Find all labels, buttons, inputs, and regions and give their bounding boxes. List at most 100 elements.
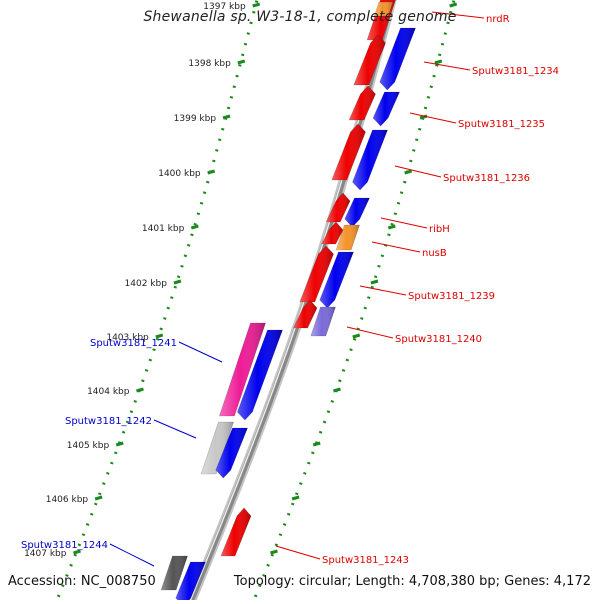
gene-sputw3181-1242-fwd[interactable] xyxy=(215,427,248,479)
gene-nrdR-rna-shading xyxy=(374,2,393,16)
gene-label-connector xyxy=(178,341,223,363)
gene-sputw3181-1235-rev[interactable] xyxy=(348,85,376,121)
gene-sputw3181-1236-shading xyxy=(352,130,388,190)
gene-ribH-rev-shading xyxy=(326,193,350,222)
gene-sputw3181-1234[interactable] xyxy=(379,27,416,91)
gene-ribH[interactable] xyxy=(344,197,370,228)
major-tick-mark xyxy=(73,549,81,555)
major-tick-mark xyxy=(237,59,246,65)
gene-label-sputw3181-1244[interactable]: Sputw3181_1244 xyxy=(21,540,108,551)
topology-text: Topology: circular; Length: 4,708,380 bp… xyxy=(233,574,591,589)
tick-label: 1403 kbp xyxy=(106,333,149,343)
gene-label-connector xyxy=(275,545,321,560)
gene-sputw3181-1244-shading xyxy=(161,556,188,590)
gene-label-ribh[interactable]: ribH xyxy=(429,224,450,235)
gene-sputw3181-1235-rev-shading xyxy=(349,86,376,120)
gene-sputw3181-1242-fwd-shading xyxy=(215,428,248,478)
major-tick-mark xyxy=(222,114,231,120)
gene-label-connector xyxy=(346,326,394,339)
gene-nusB[interactable] xyxy=(335,224,360,251)
outer-tick-mark xyxy=(404,169,413,175)
gene-label-connector xyxy=(394,165,442,178)
gene-label-sputw3181-1242[interactable]: Sputw3181_1242 xyxy=(65,416,152,427)
tick-label: 1399 kbp xyxy=(174,114,217,124)
gene-sputw3181-1243[interactable] xyxy=(220,507,252,557)
tick-label: 1401 kbp xyxy=(142,224,185,234)
gene-label-layer: nrdR Sputw3181_1234 Sputw3181_1235 Sputw318… xyxy=(21,11,559,567)
gene-label-sputw3181-1240[interactable]: Sputw3181_1240 xyxy=(395,334,482,345)
outer-tick-mark xyxy=(312,441,321,447)
tick-label: 1407 kbp xyxy=(24,549,67,559)
gene-label-connector xyxy=(431,11,485,19)
gene-sputw3181-1243-shading xyxy=(221,508,251,556)
gene-label-connector xyxy=(409,112,457,124)
tick-label: 1402 kbp xyxy=(125,279,168,289)
gene-label-sputw3181-1239[interactable]: Sputw3181_1239 xyxy=(408,291,495,302)
tick-label-layer: 1397 kbp 1398 kbp 1399 kbp 1400 kbp 1401 kbp… xyxy=(24,2,458,559)
gene-label-sputw3181-1243[interactable]: Sputw3181_1243 xyxy=(322,555,409,566)
gene-label-sputw3181-1235[interactable]: Sputw3181_1235 xyxy=(458,119,545,130)
gene-sputw3181-1244[interactable] xyxy=(160,555,188,591)
gene-ribH-2-shading xyxy=(321,222,343,244)
gene-sputw3181-1241-fwd-shading xyxy=(237,330,283,420)
gene-label-sputw3181-1234[interactable]: Sputw3181_1234 xyxy=(472,66,559,77)
gene-sputw3181-1239-rev-shading xyxy=(299,246,334,302)
major-tick-mark xyxy=(252,2,261,8)
gene-sputw3181-1242-shading xyxy=(201,422,234,474)
tick-label: 1405 kbp xyxy=(67,441,110,451)
tick-label: 1398 kbp xyxy=(188,59,231,69)
gene-sputw3181-1239[interactable] xyxy=(319,251,354,309)
outer-tick-mark xyxy=(387,224,396,230)
tick-label: 1400 kbp xyxy=(158,169,201,179)
gene-sputw3181-1239-rev[interactable] xyxy=(299,245,334,303)
gene-label-sputw3181-1241[interactable]: Sputw3181_1241 xyxy=(90,338,177,349)
gene-sputw3181-1240[interactable] xyxy=(310,306,336,337)
gene-sputw3181-1236-rev[interactable] xyxy=(331,123,366,181)
genome-title: Shewanella sp. W3-18-1, complete genome xyxy=(143,9,457,25)
gene-sputw3181-1234-rev[interactable] xyxy=(353,34,386,86)
major-tick-mark xyxy=(94,495,103,501)
gene-ribH-2[interactable] xyxy=(321,221,344,245)
backbone-layer xyxy=(185,0,397,604)
tick-label: 1406 kbp xyxy=(46,495,89,505)
tick-label: 1397 kbp xyxy=(203,2,246,12)
gene-sputw3181-1242[interactable] xyxy=(200,421,234,475)
major-tick-mark xyxy=(136,387,144,393)
gene-label-connector xyxy=(153,419,197,439)
gene-ribH-rev[interactable] xyxy=(325,192,351,223)
gene-label-connector xyxy=(109,543,155,567)
gene-sputw3181-1244-fwd-shading xyxy=(175,562,206,604)
gene-label-connector xyxy=(359,285,407,296)
outer-tick-mark xyxy=(434,59,443,65)
gene-sputw3181-1240-rev[interactable] xyxy=(293,299,318,329)
gene-sputw3181-1240-rev-shading xyxy=(293,300,317,328)
gene-label-nusb[interactable]: nusB xyxy=(422,248,447,259)
outer-tick-mark xyxy=(370,279,379,285)
major-tick-mark xyxy=(190,224,199,230)
gene-sputw3181-1235-shading xyxy=(373,92,400,126)
gene-nrdR-rna[interactable] xyxy=(373,1,394,17)
major-tick-mark xyxy=(115,441,124,447)
outer-tick-mark xyxy=(333,387,341,393)
gene-label-sputw3181-1236[interactable]: Sputw3181_1236 xyxy=(443,173,530,184)
major-tick-mark xyxy=(173,279,182,285)
tick-rings xyxy=(53,0,456,604)
gene-sputw3181-1241[interactable] xyxy=(218,322,266,417)
gene-label-nrdR[interactable]: nrdR xyxy=(486,14,510,25)
gene-sputw3181-1234-shading xyxy=(379,28,416,90)
backbone-shadow xyxy=(185,0,397,604)
gene-sputw3181-1241-fwd[interactable] xyxy=(237,329,283,421)
gene-sputw3181-1235[interactable] xyxy=(372,91,400,127)
gene-sputw3181-1236[interactable] xyxy=(352,129,388,191)
outer-tick-mark xyxy=(449,2,458,8)
gene-sputw3181-1240-shading xyxy=(310,307,336,336)
gene-sputw3181-1234-rev-shading xyxy=(353,35,386,85)
backbone-highlight xyxy=(188,0,392,604)
gene-label-connector xyxy=(423,61,471,71)
gene-sputw3181-1239-shading xyxy=(319,252,354,308)
gene-sputw3181-1236-rev-shading xyxy=(331,124,366,180)
outer-tick-mark xyxy=(270,549,278,555)
tick-label: 1404 kbp xyxy=(87,387,130,397)
